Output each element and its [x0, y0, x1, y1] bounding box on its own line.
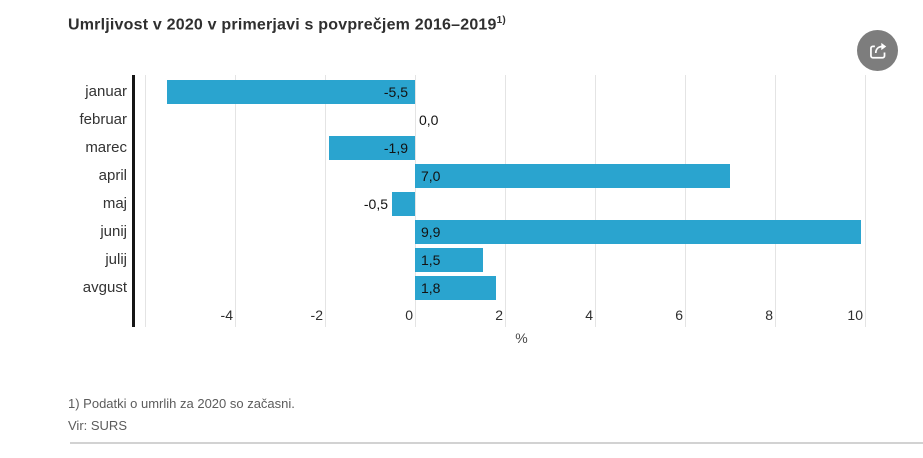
y-axis-line [132, 75, 135, 327]
x-tick-label: 4 [585, 307, 593, 323]
gridline [505, 75, 506, 327]
bar-value-label: 1,8 [421, 280, 441, 296]
bottom-divider [70, 442, 923, 444]
bar-januar[interactable] [167, 80, 415, 104]
bar-value-label: 0,0 [419, 112, 439, 128]
gridline [865, 75, 866, 327]
bar-value-label: 9,9 [421, 224, 441, 240]
y-axis-label-marec: marec [85, 139, 127, 156]
bar-value-label: -0,5 [363, 196, 388, 212]
gridline [325, 75, 326, 327]
x-tick-label: 0 [405, 307, 413, 323]
y-axis-label-januar: januar [85, 83, 127, 100]
bar-marec[interactable] [329, 136, 415, 160]
y-axis-label-junij: junij [100, 223, 127, 240]
x-tick-label: 2 [495, 307, 503, 323]
x-tick-label: 10 [847, 307, 863, 323]
gridline [685, 75, 686, 327]
x-tick-label: -4 [220, 307, 233, 323]
bar-julij[interactable] [415, 248, 483, 272]
gridline [415, 75, 416, 327]
y-axis-label-april: april [98, 167, 127, 184]
x-tick-label: -2 [310, 307, 323, 323]
x-tick-label: 6 [675, 307, 683, 323]
bar-value-label: 1,5 [421, 252, 441, 268]
y-axis-label-avgust: avgust [82, 279, 127, 296]
bar-value-label: -1,9 [383, 140, 408, 156]
y-axis-label-julij: julij [105, 251, 127, 268]
x-axis-unit-label: % [515, 330, 528, 346]
chart-title: Umrljivost v 2020 v primerjavi s povpreč… [68, 15, 506, 34]
bar-avgust[interactable] [415, 276, 496, 300]
gridline [145, 75, 146, 327]
share-button[interactable] [857, 30, 898, 71]
footnote-marker: 1) [496, 15, 506, 26]
y-axis-label-februar: februar [79, 111, 127, 128]
chart-title-text: Umrljivost v 2020 v primerjavi s povpreč… [68, 16, 497, 34]
y-axis-label-maj: maj [102, 195, 127, 212]
gridline [235, 75, 236, 327]
gridline [595, 75, 596, 327]
share-export-icon [867, 40, 889, 62]
bar-value-label: -5,5 [383, 84, 408, 100]
source-note: Vir: SURS [68, 418, 127, 433]
gridline [775, 75, 776, 327]
bar-junij[interactable] [415, 220, 861, 244]
bar-value-label: 7,0 [421, 168, 441, 184]
footnote-text: 1) Podatki o umrlih za 2020 so začasni. [68, 396, 295, 411]
x-tick-label: 8 [765, 307, 773, 323]
bar-april[interactable] [415, 164, 730, 188]
bar-maj[interactable] [392, 192, 415, 216]
